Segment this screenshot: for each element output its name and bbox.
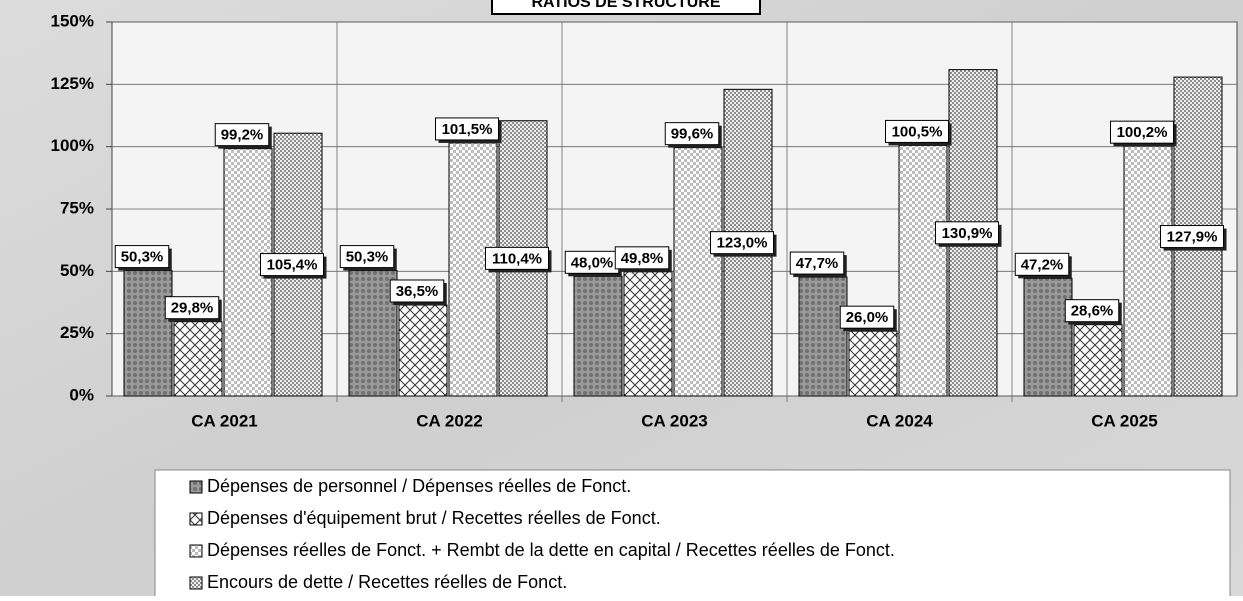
label-box: [885, 119, 949, 143]
legend-swatch: [189, 544, 203, 558]
y-tick-label: 50%: [60, 261, 94, 280]
label-box: [485, 246, 549, 270]
x-tick-label: CA 2023: [641, 411, 707, 430]
value-label: 47,7%: [796, 255, 839, 272]
y-tick-label: 75%: [60, 198, 94, 217]
bar: [573, 275, 623, 397]
value-label: 49,8%: [621, 250, 664, 267]
legend-swatch: [189, 480, 203, 494]
legend-label: Dépenses d'équipement brut / Recettes ré…: [207, 508, 661, 528]
bar: [348, 270, 398, 397]
value-label: 28,6%: [1071, 303, 1114, 320]
label-box: [789, 251, 845, 275]
value-label: 47,2%: [1021, 256, 1064, 273]
value-label: 26,0%: [846, 309, 889, 326]
value-label: 100,2%: [1117, 124, 1168, 141]
y-tick-label: 150%: [51, 11, 94, 30]
bar: [123, 270, 173, 397]
bar: [798, 276, 848, 397]
bar: [1073, 324, 1123, 397]
x-tick-label: CA 2025: [1091, 411, 1157, 430]
x-tick-label: CA 2022: [416, 411, 482, 430]
bar: [673, 147, 723, 397]
label-box: [614, 246, 670, 270]
bar: [623, 271, 673, 397]
legend-label: Encours de dette / Recettes réelles de F…: [207, 572, 567, 592]
value-label: 127,9%: [1167, 229, 1218, 246]
y-tick-label: 125%: [51, 74, 94, 93]
value-label: 50,3%: [346, 249, 389, 266]
label-box: [1160, 225, 1224, 249]
label-box: [1064, 299, 1120, 323]
bar: [898, 144, 948, 397]
bar: [1123, 145, 1173, 397]
value-label: 99,2%: [221, 127, 264, 144]
chart-title: RATIOS DE STRUCTURE: [531, 0, 720, 11]
value-label: 101,5%: [442, 121, 493, 138]
legend-label: Dépenses de personnel / Dépenses réelles…: [207, 476, 631, 496]
label-box: [164, 296, 220, 320]
bar: [173, 321, 223, 397]
legend-swatch: [189, 576, 203, 590]
x-tick-label: CA 2021: [191, 411, 257, 430]
y-tick-label: 25%: [60, 323, 94, 342]
bar: [848, 330, 898, 397]
label-box: [260, 253, 324, 277]
label-box: [435, 117, 499, 141]
label-box: [664, 122, 720, 146]
value-label: 110,4%: [492, 250, 542, 267]
x-tick-label: CA 2024: [866, 411, 933, 430]
label-box: [1014, 252, 1070, 276]
label-box: [339, 245, 395, 269]
value-label: 36,5%: [396, 283, 439, 300]
value-label: 50,3%: [121, 249, 164, 266]
value-label: 100,5%: [892, 123, 943, 140]
label-box: [214, 123, 270, 147]
legend-swatch: [189, 512, 203, 526]
value-label: 99,6%: [671, 126, 714, 143]
value-label: 123,0%: [717, 235, 768, 252]
label-box: [389, 279, 445, 303]
y-tick-label: 100%: [51, 136, 94, 155]
legend-label: Dépenses réelles de Fonct. + Rembt de la…: [207, 540, 895, 560]
label-box: [935, 221, 999, 245]
label-box: [114, 245, 170, 269]
value-label: 48,0%: [571, 254, 614, 271]
value-label: 105,4%: [267, 257, 318, 274]
label-box: [839, 305, 895, 329]
label-box: [1110, 120, 1174, 144]
bar: [1023, 277, 1073, 397]
value-label: 130,9%: [942, 225, 993, 242]
bar: [398, 304, 448, 397]
y-tick-label: 0%: [69, 385, 94, 404]
value-label: 29,8%: [171, 300, 214, 317]
label-box: [710, 231, 774, 255]
title-box: [491, 0, 761, 15]
legend: [154, 469, 1231, 601]
